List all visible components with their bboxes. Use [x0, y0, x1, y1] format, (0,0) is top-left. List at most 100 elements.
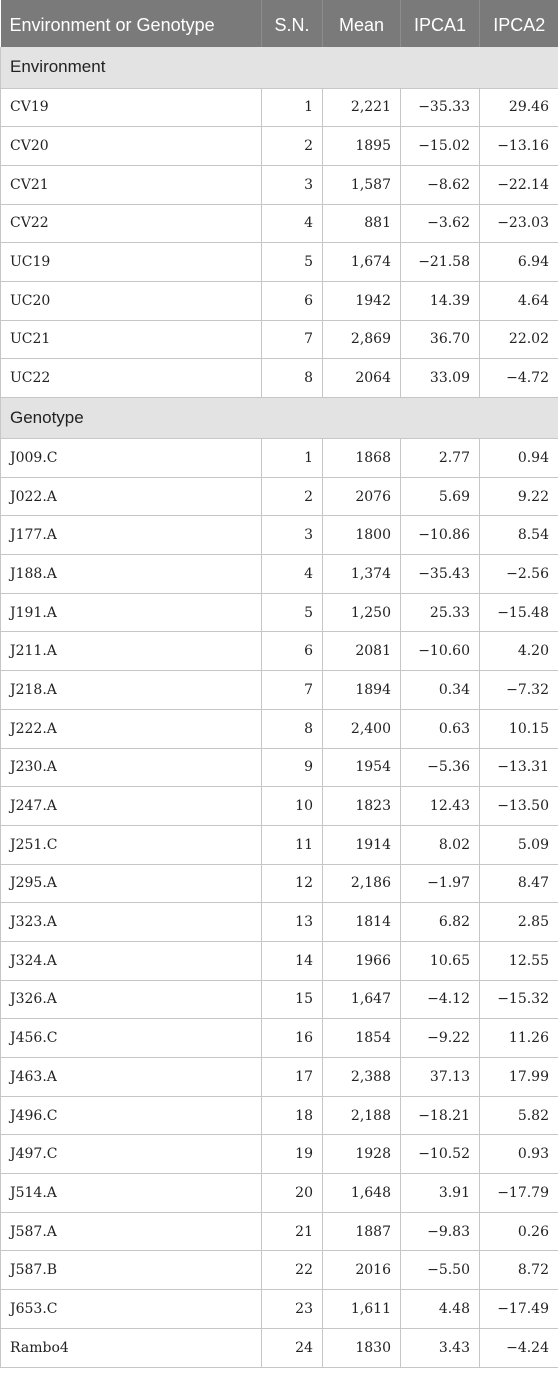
- ipca2-cell: −13.16: [479, 126, 558, 166]
- section-title: Genotype: [0, 397, 558, 439]
- ipca1-cell: 37.13: [400, 1057, 480, 1097]
- sn-cell: 7: [261, 320, 323, 360]
- mean-cell: 1,374: [322, 554, 401, 594]
- ipca2-cell: −7.32: [479, 670, 558, 710]
- ipca1-cell: −21.58: [400, 242, 480, 282]
- sn-cell: 1: [261, 438, 323, 478]
- ipca1-cell: 10.65: [400, 941, 480, 981]
- name-cell: J456.C: [0, 1018, 262, 1058]
- table-row: J496.C 18 2,188 −18.21 5.82: [0, 1096, 558, 1136]
- sn-cell: 21: [261, 1212, 323, 1252]
- name-cell: J326.A: [0, 980, 262, 1020]
- mean-cell: 2,869: [322, 320, 401, 360]
- ipca1-cell: 8.02: [400, 825, 480, 865]
- mean-cell: 1894: [322, 670, 401, 710]
- mean-cell: 1954: [322, 748, 401, 788]
- header-sn: S.N.: [261, 0, 323, 47]
- ipca2-cell: 29.46: [479, 88, 558, 128]
- ipca2-cell: 4.20: [479, 631, 558, 672]
- sn-cell: 16: [261, 1018, 323, 1058]
- mean-cell: 2076: [322, 477, 401, 517]
- ipca2-cell: 8.54: [479, 515, 558, 556]
- name-cell: J295.A: [0, 864, 262, 904]
- sn-cell: 6: [261, 631, 323, 672]
- section-header-row: Environment: [0, 47, 558, 89]
- ipca1-cell: −35.43: [400, 554, 480, 594]
- table-body: Environment CV19 1 2,221 −35.33 29.46 CV20 2 189…: [0, 47, 558, 1368]
- name-cell: CV19: [0, 88, 262, 128]
- name-cell: J218.A: [0, 670, 262, 710]
- table-row: J514.A 20 1,648 3.91 −17.79: [0, 1173, 558, 1213]
- sn-cell: 8: [261, 709, 323, 749]
- ipca2-cell: 5.82: [479, 1096, 558, 1136]
- table-row: J009.C 1 1868 2.77 0.94: [0, 438, 558, 478]
- sn-cell: 24: [261, 1328, 323, 1368]
- table-row: J218.A 7 1894 0.34 −7.32: [0, 670, 558, 710]
- ipca1-cell: −10.86: [400, 515, 480, 556]
- name-cell: J653.C: [0, 1289, 262, 1329]
- ipca2-cell: 8.47: [479, 864, 558, 904]
- sn-cell: 20: [261, 1173, 323, 1213]
- ipca2-cell: −13.50: [479, 786, 558, 826]
- ipca2-cell: 11.26: [479, 1018, 558, 1058]
- ipca1-cell: −1.97: [400, 864, 480, 904]
- ipca1-cell: −18.21: [400, 1096, 480, 1136]
- ipca1-cell: 5.69: [400, 477, 480, 517]
- table-row: J497.C 19 1928 −10.52 0.93: [0, 1134, 558, 1175]
- mean-cell: 1914: [322, 825, 401, 865]
- ipca2-cell: 8.72: [479, 1250, 558, 1291]
- name-cell: J497.C: [0, 1134, 262, 1175]
- sn-cell: 23: [261, 1289, 323, 1329]
- ipca2-cell: −4.72: [479, 358, 558, 398]
- sn-cell: 11: [261, 825, 323, 865]
- ipca2-cell: 6.94: [479, 242, 558, 282]
- ipca2-cell: 17.99: [479, 1057, 558, 1097]
- table-row: J251.C 11 1914 8.02 5.09: [0, 825, 558, 865]
- ipca1-cell: −5.50: [400, 1250, 480, 1291]
- ipca1-cell: −4.12: [400, 980, 480, 1020]
- sn-cell: 9: [261, 748, 323, 788]
- sn-cell: 12: [261, 864, 323, 904]
- table-row: J324.A 14 1966 10.65 12.55: [0, 941, 558, 981]
- sn-cell: 4: [261, 554, 323, 594]
- name-cell: J022.A: [0, 477, 262, 517]
- name-cell: J230.A: [0, 748, 262, 788]
- mean-cell: 1823: [322, 786, 401, 826]
- sn-cell: 19: [261, 1134, 323, 1175]
- header-row: Environment or Genotype S.N. Mean IPCA1 …: [0, 0, 558, 47]
- sn-cell: 5: [261, 593, 323, 633]
- table-row: J463.A 17 2,388 37.13 17.99: [0, 1057, 558, 1097]
- ipca2-cell: −2.56: [479, 554, 558, 594]
- sn-cell: 1: [261, 88, 323, 128]
- ipca2-cell: 9.22: [479, 477, 558, 517]
- name-cell: J587.A: [0, 1212, 262, 1252]
- table-row: J177.A 3 1800 −10.86 8.54: [0, 515, 558, 556]
- ipca2-cell: −17.79: [479, 1173, 558, 1213]
- ipca1-cell: −8.62: [400, 165, 480, 205]
- table-row: CV22 4 881 −3.62 −23.03: [0, 204, 558, 244]
- mean-cell: 2,400: [322, 709, 401, 749]
- ipca1-cell: −15.02: [400, 126, 480, 166]
- name-cell: CV20: [0, 126, 262, 166]
- name-cell: J211.A: [0, 631, 262, 672]
- table-row: UC19 5 1,674 −21.58 6.94: [0, 242, 558, 282]
- ipca2-cell: 0.26: [479, 1212, 558, 1252]
- name-cell: UC21: [0, 320, 262, 360]
- table-row: CV19 1 2,221 −35.33 29.46: [0, 88, 558, 128]
- ipca2-cell: −22.14: [479, 165, 558, 205]
- table-row: CV20 2 1895 −15.02 −13.16: [0, 126, 558, 166]
- ipca1-cell: −35.33: [400, 88, 480, 128]
- header-mean: Mean: [322, 0, 401, 47]
- section-header-row: Genotype: [0, 397, 558, 439]
- table-row: UC20 6 1942 14.39 4.64: [0, 281, 558, 321]
- mean-cell: 1,611: [322, 1289, 401, 1329]
- name-cell: J188.A: [0, 554, 262, 594]
- ipca1-cell: −10.52: [400, 1134, 480, 1175]
- name-cell: J191.A: [0, 593, 262, 633]
- name-cell: J177.A: [0, 515, 262, 556]
- table-row: CV21 3 1,587 −8.62 −22.14: [0, 165, 558, 205]
- ipca2-cell: −15.48: [479, 593, 558, 633]
- mean-cell: 1928: [322, 1134, 401, 1175]
- sn-cell: 13: [261, 902, 323, 942]
